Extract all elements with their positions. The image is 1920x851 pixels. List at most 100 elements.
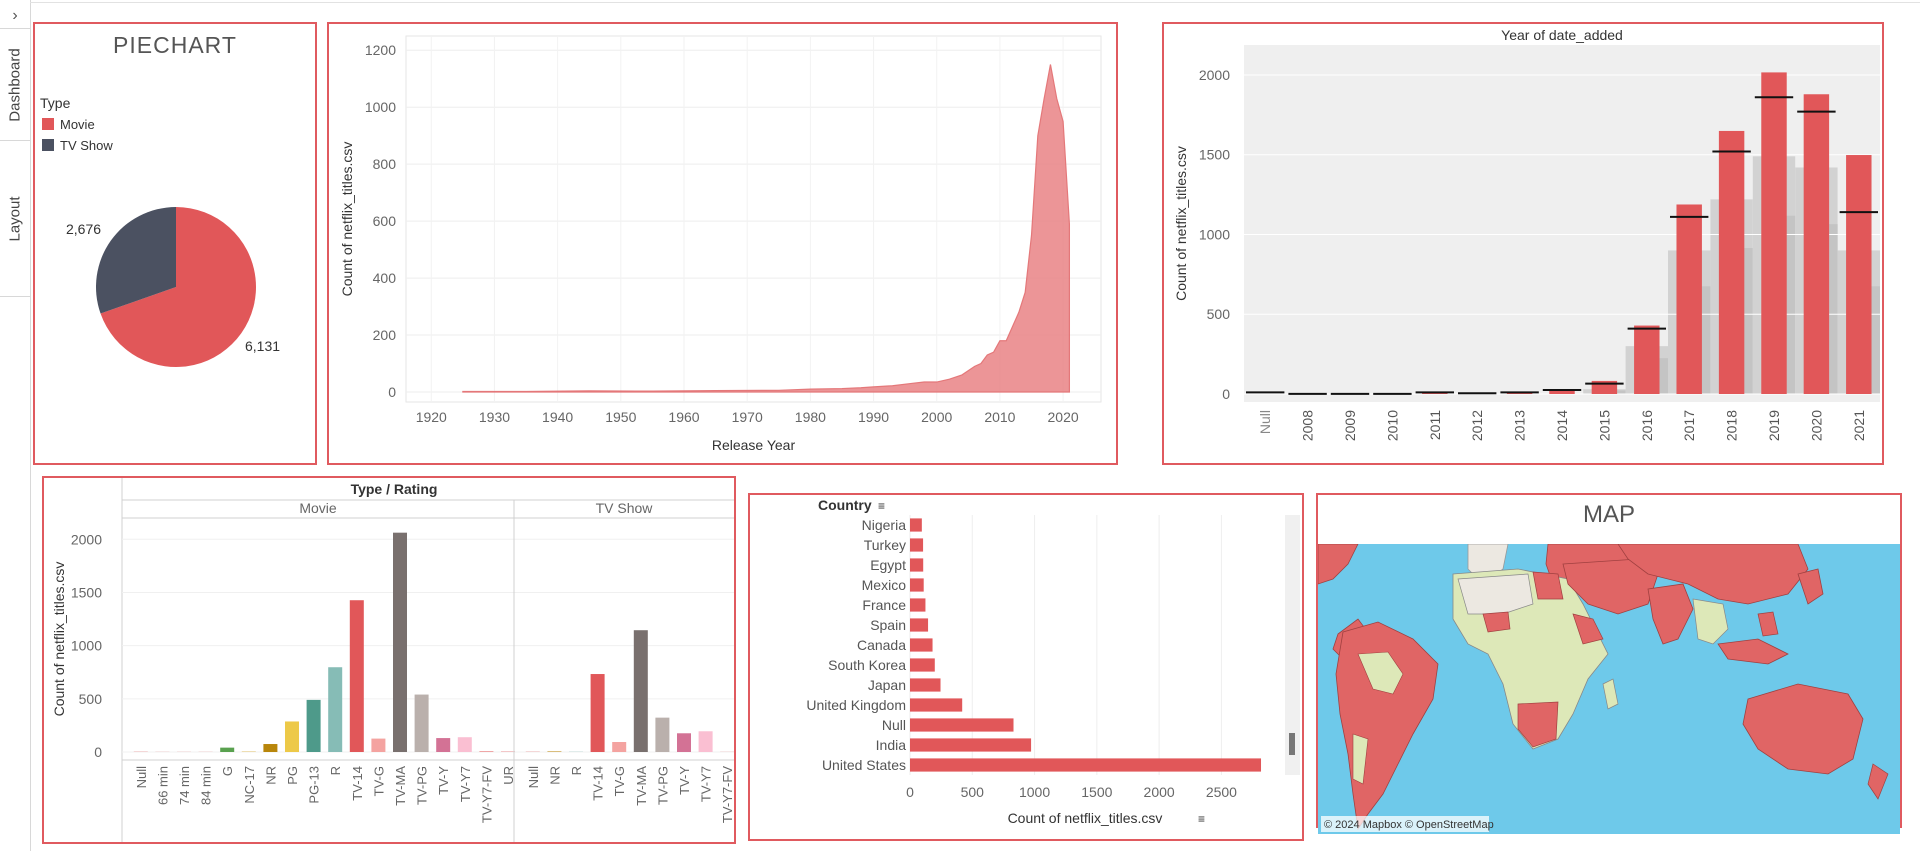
area-xtick-label: 1930 — [479, 409, 510, 425]
rating-xtick-label: Null — [526, 766, 541, 789]
country-label: Null — [882, 717, 906, 733]
area-xtick-label: 1980 — [795, 409, 826, 425]
india-land — [1647, 583, 1694, 645]
japan-land — [1797, 568, 1824, 605]
rating-xtick-label: PG-13 — [307, 766, 322, 804]
area-ytick-label: 800 — [373, 156, 397, 172]
rating-xtick-label: TV-14 — [350, 766, 365, 801]
area-xtick-label: 1920 — [416, 409, 447, 425]
rating-y-axis-title: Count of netflix_titles.csv — [51, 562, 67, 717]
year-ytick-label: 1000 — [1199, 226, 1230, 242]
area-xtick-label: 1940 — [542, 409, 573, 425]
country-bar-turkey — [910, 538, 924, 552]
rating-bar-movie-NR — [263, 744, 278, 752]
tab-dashboard[interactable]: Dashboard — [0, 29, 30, 141]
country-label: Spain — [870, 617, 906, 633]
year-bar-2021 — [1846, 155, 1872, 394]
year-xtick-label: 2008 — [1300, 410, 1316, 441]
country-sort-icon: ≡ — [878, 499, 885, 513]
madagascar-land — [1602, 678, 1619, 710]
year-xtick-label: 2017 — [1681, 410, 1697, 441]
philippines-land — [1757, 611, 1779, 637]
tab-layout[interactable]: Layout — [0, 141, 30, 297]
area-plot-bg — [405, 35, 1102, 403]
southeast-asia-green — [1692, 598, 1729, 645]
rating-bar-movie-TV-PG — [414, 694, 429, 752]
country-bar-united-states — [910, 758, 1262, 772]
rating-ytick-label: 1000 — [71, 638, 102, 654]
country-bar-null — [910, 718, 1014, 732]
rating-bar-tv-show-NR — [547, 751, 562, 752]
area-series — [462, 64, 1071, 393]
year-bar-2016 — [1634, 325, 1660, 394]
rating-bar-movie-TV-G — [371, 738, 386, 752]
rating-bar-movie-TV-Y — [436, 738, 451, 752]
country-label: South Korea — [828, 657, 906, 673]
country-bar-canada — [910, 638, 933, 652]
year-y-axis-title: Count of netflix_titles.csv — [1173, 146, 1189, 301]
rating-bar-tv-show-TV-PG — [655, 717, 670, 752]
rating-ytick-label: 0 — [94, 744, 102, 760]
pie-legend-swatch-0 — [42, 118, 54, 130]
rating-xtick-label: TV-Y7 — [699, 766, 714, 802]
rating-xtick-label: TV-G — [371, 766, 386, 796]
north-africa-grey — [1457, 573, 1534, 615]
rating-xtick-label: 84 min — [199, 766, 214, 805]
country-plot-bg — [910, 515, 1265, 775]
type-rating-panel: Type / Rating 0 500 1000 1500 2000 Movie Null 66… — [42, 476, 736, 844]
rating-ytick-label: 2000 — [71, 531, 102, 547]
kenya-land — [1572, 613, 1604, 645]
country-x-sort-icon: ≡ — [1198, 812, 1205, 826]
rating-bar-tv-show-TV-MA — [633, 630, 648, 752]
nigeria-land — [1482, 611, 1511, 633]
rating-xtick-label: NC-17 — [242, 766, 257, 804]
year-xtick-label: 2021 — [1851, 410, 1867, 441]
map-panel: MAP © 2024 Mapbox © OpenStreetMap — [1316, 493, 1902, 834]
rating-group-label: TV Show — [596, 500, 654, 516]
rating-bar-movie-R — [328, 667, 343, 752]
rating-xtick-label: TV-PG — [415, 766, 430, 805]
pie-legend-swatch-1 — [42, 139, 54, 151]
rating-bar-tv-show-TV-Y — [677, 733, 691, 752]
rating-group-label: Movie — [299, 500, 337, 516]
pie-slice-tv-show — [96, 207, 176, 314]
country-xtick-label: 2000 — [1144, 784, 1175, 800]
pie-slice-movie — [100, 207, 256, 367]
release-year-area-chart: 0 200 400 600 800 1000 1200 1920 1930 1940 1950 196… — [339, 35, 1102, 453]
south-america-green-region — [1357, 651, 1404, 695]
country-xtick-label: 1000 — [1019, 784, 1050, 800]
rating-xtick-label: UR — [501, 766, 516, 785]
country-header: Country — [818, 497, 872, 513]
expand-chevron-icon[interactable]: › — [0, 4, 30, 29]
pie-chart: Type Movie TV Show 6,131 2,676 — [40, 95, 280, 367]
rating-bar-movie-PG-13 — [306, 699, 321, 752]
area-ytick-label: 1200 — [365, 42, 396, 58]
rating-xtick-label: TV-14 — [591, 766, 606, 801]
country-x-axis-title: Count of netflix_titles.csv — [1008, 810, 1163, 826]
country-bar-mexico — [910, 578, 924, 592]
rating-xtick-label: TV-Y7-FV — [479, 766, 494, 823]
year-added-panel: Year of date_added 0 500 1000 1500 2000 Null 20… — [1162, 22, 1884, 465]
year-bar-2014 — [1549, 390, 1575, 394]
year-xtick-label: 2010 — [1384, 410, 1400, 441]
country-panel: Country ≡ 0 500 1000 1500 2000 2500 Nigeria Turke… — [748, 493, 1304, 841]
area-xtick-label: 2010 — [984, 409, 1015, 425]
area-ytick-label: 400 — [373, 270, 397, 286]
rating-xtick-label: R — [328, 766, 343, 775]
rating-xtick-label: TV-G — [612, 766, 627, 796]
year-bar-2019 — [1761, 72, 1787, 395]
year-xtick-label: 2016 — [1639, 410, 1655, 441]
country-label: Egypt — [870, 557, 906, 573]
world-map[interactable]: © 2024 Mapbox © OpenStreetMap — [1318, 544, 1900, 834]
release-year-panel: 0 200 400 600 800 1000 1200 1920 1930 1940 1950 196… — [327, 22, 1118, 465]
rating-xtick-label: Null — [134, 766, 149, 789]
pie-panel: PIECHART Type Movie TV Show 6,131 2,676 — [33, 22, 317, 465]
rating-bar-tv-show-TV-14 — [590, 674, 605, 752]
pie-label-movie: 6,131 — [245, 338, 280, 354]
year-ytick-label: 1500 — [1199, 147, 1230, 163]
country-label: Japan — [868, 677, 906, 693]
area-x-axis-title: Release Year — [712, 437, 796, 453]
rating-bar-movie-G — [220, 747, 235, 752]
rating-bar-movie-PG — [285, 721, 299, 752]
australia-land — [1742, 683, 1864, 775]
